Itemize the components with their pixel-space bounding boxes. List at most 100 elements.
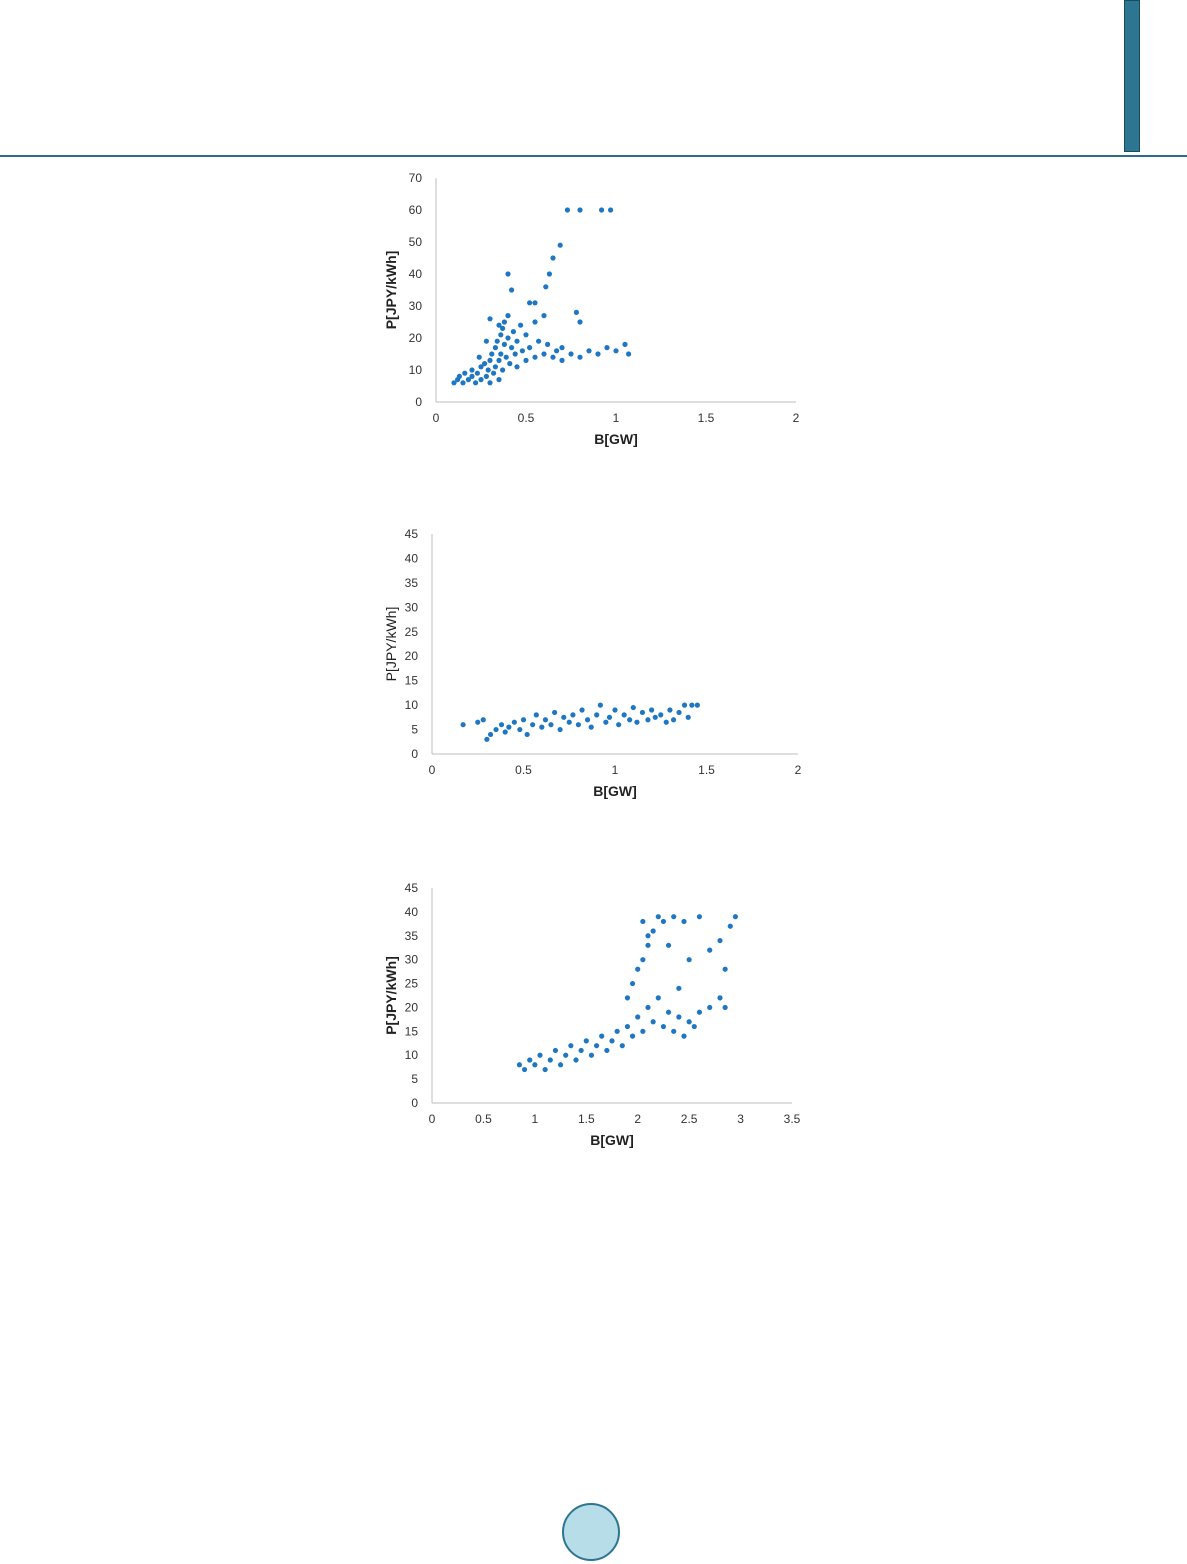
scatter-point xyxy=(537,1052,543,1058)
scatter-point xyxy=(635,1014,641,1020)
y-tick-label: 10 xyxy=(405,1048,419,1062)
scatter-point xyxy=(722,1004,728,1011)
scatter-point xyxy=(667,707,673,713)
scatter-point xyxy=(530,722,536,728)
scatter-point xyxy=(629,980,636,987)
scatter-point xyxy=(626,351,632,357)
scatter-point xyxy=(498,351,504,357)
scatter-point xyxy=(652,714,658,720)
scatter-point xyxy=(624,1023,631,1030)
y-tick-label: 50 xyxy=(409,235,423,249)
scatter-point xyxy=(575,722,581,728)
scatter-point xyxy=(507,361,513,367)
x-tick-label: 0 xyxy=(429,763,436,777)
y-tick-label: 30 xyxy=(405,953,419,967)
scatter-point xyxy=(640,1028,646,1034)
scatter-point xyxy=(501,319,507,325)
x-tick-label: 1 xyxy=(613,411,620,425)
scatter-point xyxy=(559,357,565,363)
scatter-point xyxy=(566,719,572,725)
y-tick-label: 25 xyxy=(405,977,419,991)
scatter-point xyxy=(545,341,551,347)
y-tick-label: 20 xyxy=(409,331,423,345)
chart-1-svg: 0 10 20 30 40 50 60 70 0 0.5 1 1.5 2 B[GW] P[JPY/kWh] xyxy=(383,171,800,447)
scatter-point xyxy=(496,322,502,328)
scatter-point xyxy=(465,377,471,383)
scatter-point xyxy=(487,357,493,363)
scatter-point xyxy=(500,325,506,331)
scatter-point xyxy=(543,284,549,290)
scatter-point xyxy=(476,354,482,360)
scatter-point xyxy=(650,1019,656,1025)
scatter-point xyxy=(629,1033,636,1039)
scatter-point xyxy=(483,338,489,344)
scatter-point xyxy=(527,1057,533,1063)
y-tick-label: 40 xyxy=(405,905,419,919)
y-axis-title: P[JPY/kWh] xyxy=(383,251,399,330)
scatter-point xyxy=(671,1028,677,1034)
scatter-point xyxy=(635,966,641,972)
scatter-point xyxy=(496,377,502,383)
scatter-point xyxy=(462,370,468,376)
scatter-point xyxy=(532,319,538,325)
y-tick-label: 45 xyxy=(405,527,419,541)
y-tick-label: 15 xyxy=(405,674,419,688)
scatter-point xyxy=(606,714,613,720)
scatter-point xyxy=(599,207,605,213)
scatter-point xyxy=(609,1038,615,1044)
scatter-point xyxy=(645,717,651,723)
scatter-point xyxy=(512,351,518,357)
scatter-point xyxy=(568,1043,574,1049)
scatter-point xyxy=(727,923,733,929)
scatter-point xyxy=(593,1043,600,1049)
scatter-point xyxy=(597,702,603,708)
scatter-point xyxy=(524,731,530,738)
x-tick-label: 2.5 xyxy=(681,1112,698,1126)
scatter-point xyxy=(514,338,520,344)
scatter-point xyxy=(483,373,489,379)
scatter-point xyxy=(627,717,633,723)
scatter-point xyxy=(588,724,594,730)
scatter-point xyxy=(518,322,524,328)
scatter-point xyxy=(649,707,655,713)
y-tick-label: 20 xyxy=(405,649,419,663)
y-tick-label: 35 xyxy=(405,929,419,943)
scatter-point xyxy=(501,341,507,347)
scatter-point xyxy=(546,271,552,277)
x-tick-label: 3.5 xyxy=(784,1112,801,1126)
x-tick-label: 0.5 xyxy=(518,411,535,425)
scatter-point xyxy=(482,361,488,367)
scatter-point xyxy=(487,316,493,322)
y-tick-label: 0 xyxy=(411,1096,418,1110)
scatter-point xyxy=(660,1023,667,1030)
scatter-point xyxy=(509,287,515,293)
scatter-point xyxy=(573,309,579,315)
scatter-point xyxy=(548,722,554,728)
scatter-point xyxy=(550,255,556,261)
scatter-point xyxy=(717,995,723,1001)
y-tick-label: 0 xyxy=(411,747,418,761)
scatter-point xyxy=(542,717,549,723)
scatter-point xyxy=(487,380,493,386)
scatter-point xyxy=(681,702,688,708)
scatter-point xyxy=(604,1047,610,1054)
y-tick-label: 45 xyxy=(405,881,419,895)
scatter-point xyxy=(503,354,509,360)
scatter-point xyxy=(532,300,538,306)
scatter-point xyxy=(707,947,713,953)
y-tick-label: 0 xyxy=(415,395,422,409)
scatter-point xyxy=(691,1023,697,1030)
scatter-point xyxy=(599,1033,605,1039)
scatter-point xyxy=(559,345,565,351)
x-tick-label: 1.5 xyxy=(578,1112,595,1126)
scatter-point xyxy=(514,364,520,370)
scatter-point xyxy=(722,966,728,972)
scatter-point xyxy=(520,717,527,723)
scatter-chart-2: 0 5 10 15 20 25 30 35 40 45 0 0.5 1 1.5 2 B[GW] P[JPY/kW… xyxy=(370,522,820,812)
scatter-point xyxy=(639,709,646,716)
scatter-point xyxy=(694,702,700,708)
scatter-point xyxy=(671,914,677,920)
scatter-point xyxy=(670,717,677,723)
scatter-point xyxy=(645,942,651,948)
scatter-point xyxy=(557,1062,564,1068)
